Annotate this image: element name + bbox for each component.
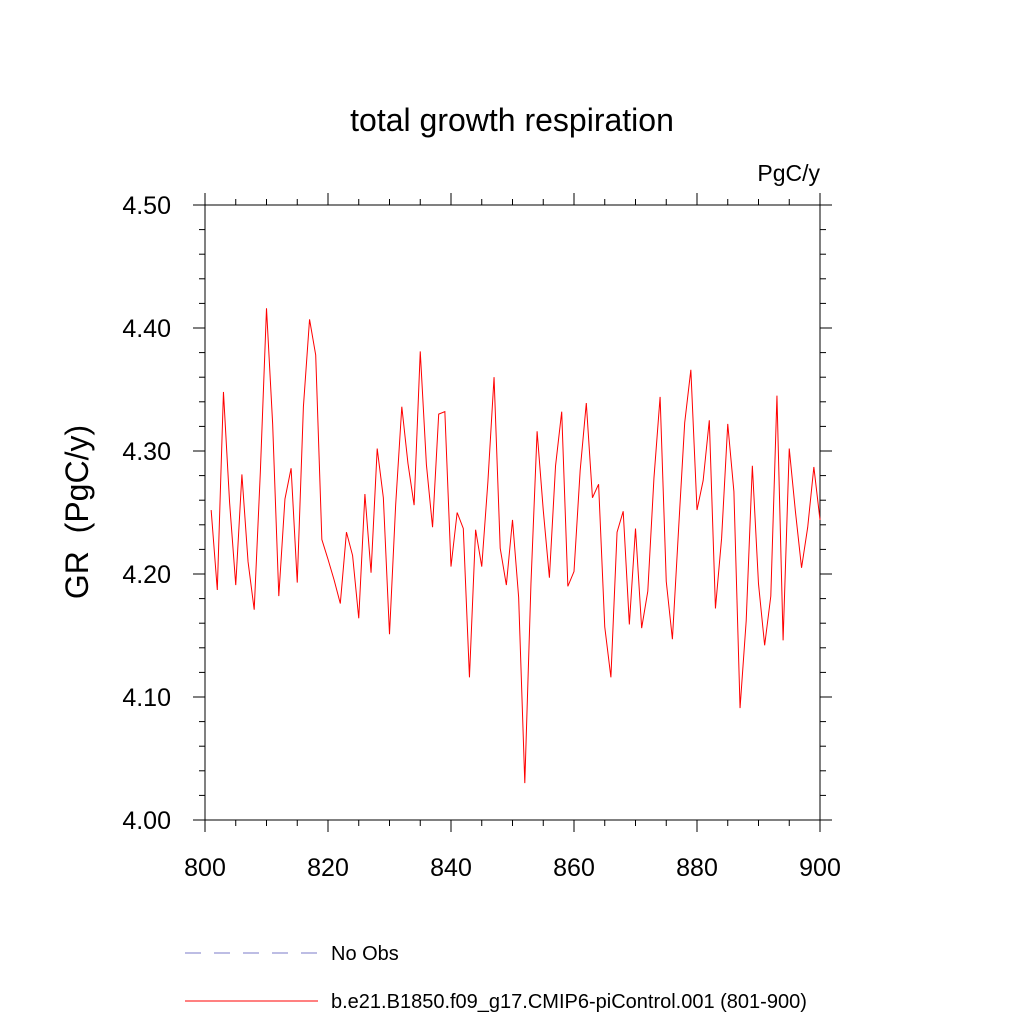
legend-label-model: b.e21.B1850.f09_g17.CMIP6-piControl.001 … (331, 991, 807, 1013)
x-tick-label: 900 (799, 854, 841, 882)
chart-title: total growth respiration (350, 102, 674, 138)
series-line-model (210, 308, 821, 784)
x-tick-label: 800 (184, 854, 226, 882)
y-tick-label: 4.20 (122, 561, 171, 589)
x-tick-label: 860 (553, 854, 595, 882)
y-tick-label: 4.50 (122, 192, 171, 220)
axis-tick-labels: 800 820 840 860 880 900 4.00 4.10 4.20 4.30 4.40 4.… (122, 192, 841, 882)
y-tick-label: 4.40 (122, 315, 171, 343)
x-tick-label: 820 (307, 854, 349, 882)
y-tick-label: 4.00 (122, 807, 171, 835)
units-label: PgC/y (757, 160, 820, 186)
plot-frame (204, 204, 821, 821)
x-tick-label: 840 (430, 854, 472, 882)
y-tick-label: 4.30 (122, 438, 171, 466)
series-group (210, 308, 821, 784)
legend-label-no-obs: No Obs (331, 943, 399, 965)
legend: No Obs b.e21.B1850.f09_g17.CMIP6-piContr… (185, 943, 807, 1013)
axis-ticks (193, 193, 832, 832)
y-tick-label: 4.10 (122, 684, 171, 712)
x-tick-label: 880 (676, 854, 718, 882)
y-axis-label: GR (PgC/y) (59, 425, 95, 599)
